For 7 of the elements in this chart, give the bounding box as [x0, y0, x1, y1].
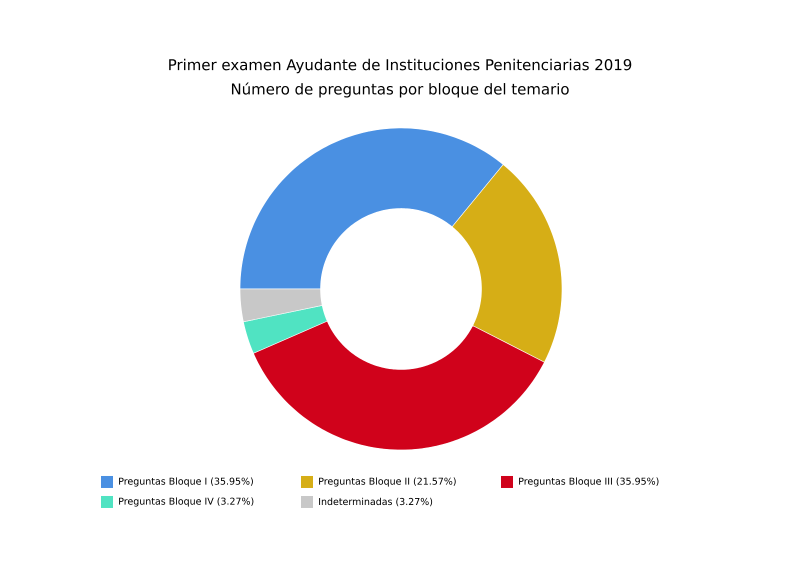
legend-label: Preguntas Bloque III (35.95%): [519, 477, 658, 487]
legend-label: Indeterminadas (3.27%): [319, 498, 432, 506]
chart-subtitle: Número de preguntas por bloque del temario: [232, 82, 569, 98]
legend-label: Preguntas Bloque II (21.57%): [319, 477, 456, 487]
chart-title: Primer examen Ayudante de Instituciones Penitenciarias 2019: [169, 58, 632, 74]
legend-label: Preguntas Bloque I (35.95%): [119, 477, 253, 487]
legend-label: Preguntas Bloque IV (3.27%): [119, 497, 254, 507]
